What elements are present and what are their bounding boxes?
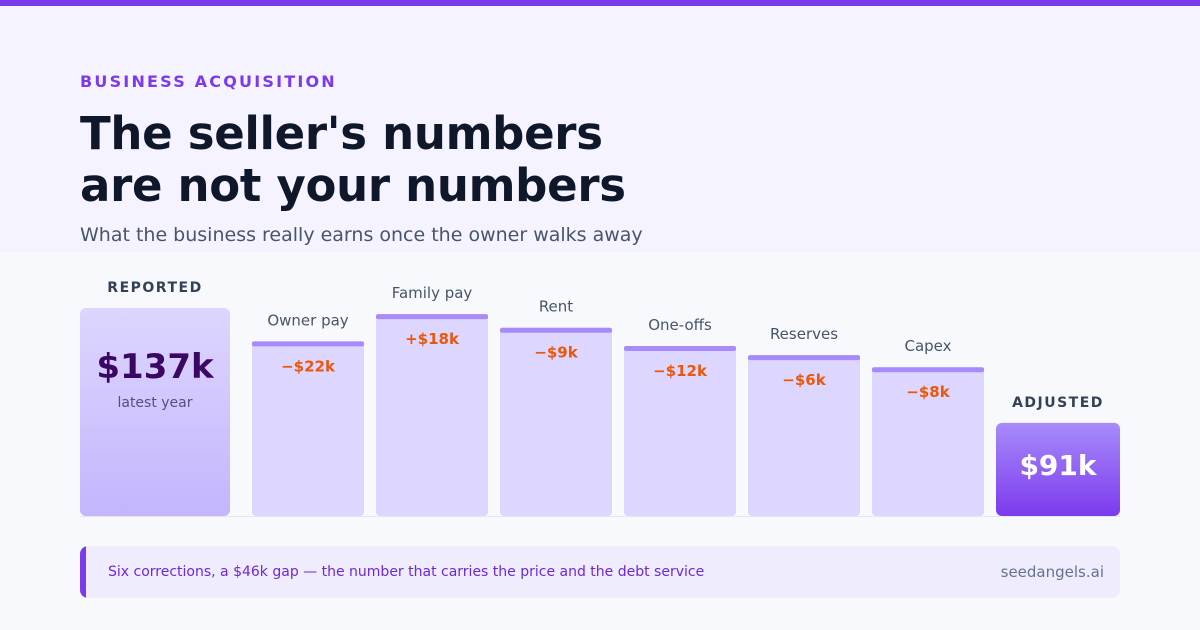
note-text: Six corrections, a $46k gap — the number…	[108, 564, 705, 580]
page-title: The seller's numbers are not your number…	[80, 108, 980, 212]
bar-owner-pay	[252, 341, 364, 516]
bar-cap-owner-pay	[252, 341, 364, 347]
bar-one-offs	[624, 345, 736, 516]
bar-reported	[80, 308, 230, 516]
top-accent-stripe	[0, 0, 1200, 6]
bar-label-rent: Rent	[539, 298, 573, 316]
eyebrow-label: BUSINESS ACQUISITION	[80, 72, 337, 91]
bar-cap-rent	[500, 327, 612, 333]
bar-rent	[500, 327, 612, 516]
title-line-1: The seller's numbers	[80, 107, 603, 160]
bar-label-owner-pay: Owner pay	[267, 311, 348, 329]
bar-cap-one-offs	[624, 345, 736, 351]
bar-reserves	[748, 355, 860, 516]
bar-sublabel-reported: latest year	[117, 395, 192, 411]
bar-value-rent: −$9k	[534, 344, 578, 362]
bar-label-capex: Capex	[904, 337, 951, 355]
footer-note: Six corrections, a $46k gap — the number…	[80, 546, 1120, 598]
waterfall-chart: REPORTED $137k latest year Owner pay −$22k Fa…	[80, 280, 1120, 517]
title-line-2: are not your numbers	[80, 159, 626, 212]
brand-link[interactable]: seedangels.ai	[1000, 563, 1104, 581]
note-accent-bar	[80, 546, 86, 598]
bar-family-pay	[376, 314, 488, 516]
bar-value-family-pay: +$18k	[405, 330, 460, 348]
header-band	[0, 0, 1200, 252]
bar-heading-adjusted: ADJUSTED	[1012, 395, 1104, 411]
bar-label-reserves: Reserves	[770, 325, 838, 343]
bar-label-one-offs: One-offs	[648, 316, 712, 334]
bar-value-reported: $137k	[96, 347, 215, 387]
bar-capex	[872, 367, 984, 516]
bar-cap-reserves	[748, 355, 860, 361]
bar-value-owner-pay: −$22k	[281, 357, 336, 375]
bar-value-capex: −$8k	[906, 383, 950, 401]
bar-cap-capex	[872, 367, 984, 373]
bar-value-reserves: −$6k	[782, 371, 826, 389]
bar-value-one-offs: −$12k	[653, 362, 708, 380]
bar-adjusted	[996, 422, 1120, 516]
bar-heading-reported: REPORTED	[107, 280, 202, 296]
bar-cap-family-pay	[376, 314, 488, 320]
bar-value-adjusted: $91k	[1019, 449, 1097, 482]
bar-label-family-pay: Family pay	[392, 284, 473, 302]
page-subtitle: What the business really earns once the …	[80, 224, 643, 246]
